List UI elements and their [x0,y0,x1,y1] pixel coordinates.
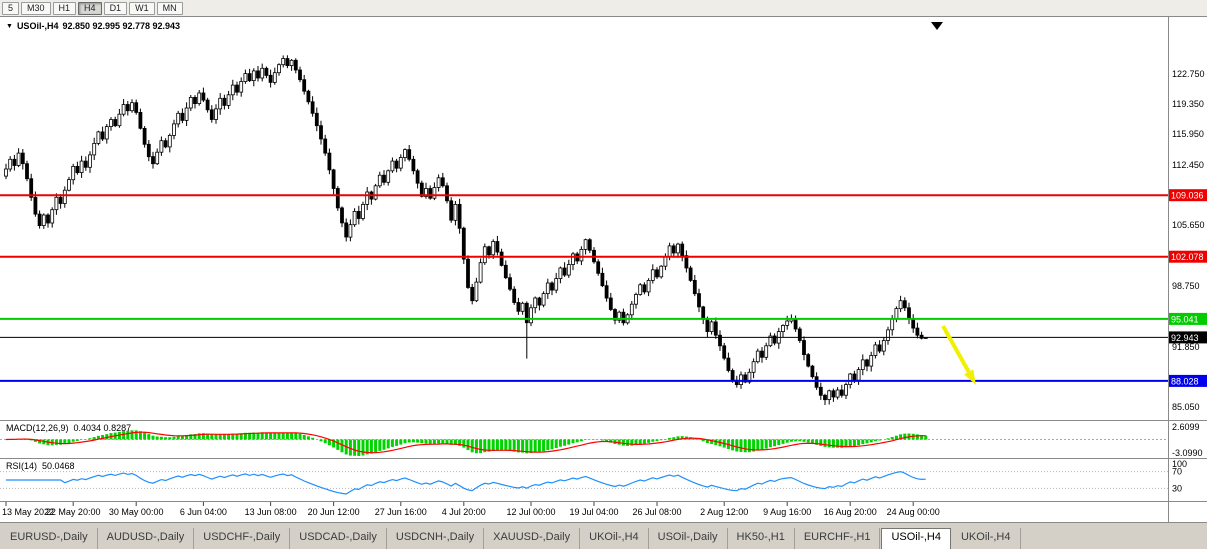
rsi-panel[interactable] [0,459,1168,501]
timeframe-button-h1[interactable]: H1 [52,1,77,15]
svg-text:92.943: 92.943 [1171,333,1199,343]
svg-text:105.650: 105.650 [1172,220,1205,230]
symbol-tab-usoil-h4[interactable]: USOil-,H4 [881,528,951,549]
svg-text:112.450: 112.450 [1172,160,1204,170]
symbol-tab-usdcad-daily[interactable]: USDCAD-,Daily [290,528,387,549]
chart-title: ▼ USOil-,H4 92.850 92.995 92.778 92.943 [6,21,180,31]
svg-text:27 Jun 16:00: 27 Jun 16:00 [375,507,427,517]
timeframe-button-5[interactable]: 5 [2,1,20,15]
svg-text:91.850: 91.850 [1172,342,1200,352]
svg-text:-3.0990: -3.0990 [1172,448,1203,458]
svg-text:9 Aug 16:00: 9 Aug 16:00 [763,507,811,517]
svg-text:24 Aug 00:00: 24 Aug 00:00 [887,507,940,517]
symbol-tab-eurchf-h1[interactable]: EURCHF-,H1 [795,528,881,549]
symbol-tab-hk50-h1[interactable]: HK50-,H1 [728,528,795,549]
symbol-tab-audusd-daily[interactable]: AUDUSD-,Daily [98,528,195,549]
chart-ohlc-values: 92.850 92.995 92.778 92.943 [62,21,181,31]
svg-text:70: 70 [1172,467,1182,477]
svg-text:30 May 00:00: 30 May 00:00 [109,507,164,517]
symbol-tab-usdchf-daily[interactable]: USDCHF-,Daily [194,528,291,549]
macd-name: MACD(12,26,9) [6,423,69,433]
symbol-tabbar: EURUSD-,Daily AUDUSD-,Daily USDCHF-,Daily U… [0,523,1207,549]
rsi-value: 50.0468 [42,461,75,471]
timeframe-button-d1[interactable]: D1 [103,1,128,15]
svg-text:102.078: 102.078 [1171,252,1204,262]
svg-text:26 Jul 08:00: 26 Jul 08:00 [632,507,681,517]
svg-text:119.350: 119.350 [1172,99,1204,109]
symbol-tab-xauusd-daily[interactable]: XAUUSD-,Daily [484,528,581,549]
svg-text:19 Jul 04:00: 19 Jul 04:00 [569,507,618,517]
svg-text:6 Jun 04:00: 6 Jun 04:00 [180,507,227,517]
svg-text:95.041: 95.041 [1171,314,1199,324]
svg-text:100: 100 [1172,459,1187,469]
symbol-tab-eurusd-daily[interactable]: EURUSD-,Daily [1,528,98,549]
price-axis[interactable] [1168,17,1207,522]
svg-text:122.750: 122.750 [1172,69,1205,79]
svg-text:2.6099: 2.6099 [1172,422,1200,432]
svg-text:12 Jul 00:00: 12 Jul 00:00 [506,507,555,517]
symbol-marker-icon: ▼ [6,22,13,30]
main-chart-panel[interactable] [0,17,1168,420]
timeframe-button-m30[interactable]: M30 [21,1,51,15]
symbol-tab-ukoil-h4[interactable]: UKOil-,H4 [952,528,1021,549]
svg-text:115.950: 115.950 [1172,129,1204,139]
svg-text:2 Aug 12:00: 2 Aug 12:00 [700,507,748,517]
svg-text:30: 30 [1172,483,1182,493]
macd-panel[interactable] [0,421,1168,458]
chart-symbol-period: USOil-,H4 [16,21,59,31]
svg-text:109.036: 109.036 [1171,191,1204,201]
macd-label: MACD(12,26,9) 0.4034 0.8287 [6,423,131,433]
rsi-name: RSI(14) [6,461,38,471]
symbol-tab-usoil-daily[interactable]: USOil-,Daily [649,528,728,549]
symbol-tab-usdcnh-daily[interactable]: USDCNH-,Daily [387,528,485,549]
svg-text:13 Jun 08:00: 13 Jun 08:00 [245,507,297,517]
time-axis[interactable] [0,502,1168,522]
timeframe-button-mn[interactable]: MN [156,1,183,15]
svg-text:88.028: 88.028 [1171,376,1199,386]
svg-text:4 Jul 20:00: 4 Jul 20:00 [442,507,486,517]
svg-text:85.050: 85.050 [1172,402,1200,412]
timeframe-toolbar: 5 M30 H1 H4 D1 W1 MN [0,0,1207,17]
rsi-label: RSI(14) 50.0468 [6,461,75,471]
macd-values: 0.4034 0.8287 [73,423,132,433]
timeframe-button-h4[interactable]: H4 [78,1,102,15]
svg-text:13 May 2022: 13 May 2022 [2,507,54,517]
svg-text:20 Jun 12:00: 20 Jun 12:00 [308,507,360,517]
svg-text:16 Aug 20:00: 16 Aug 20:00 [824,507,877,517]
timeframe-button-w1[interactable]: W1 [129,1,155,15]
svg-text:98.750: 98.750 [1172,281,1200,291]
svg-text:22 May 20:00: 22 May 20:00 [46,507,101,517]
symbol-tab-ukoil-h4[interactable]: UKOil-,H4 [580,528,649,549]
